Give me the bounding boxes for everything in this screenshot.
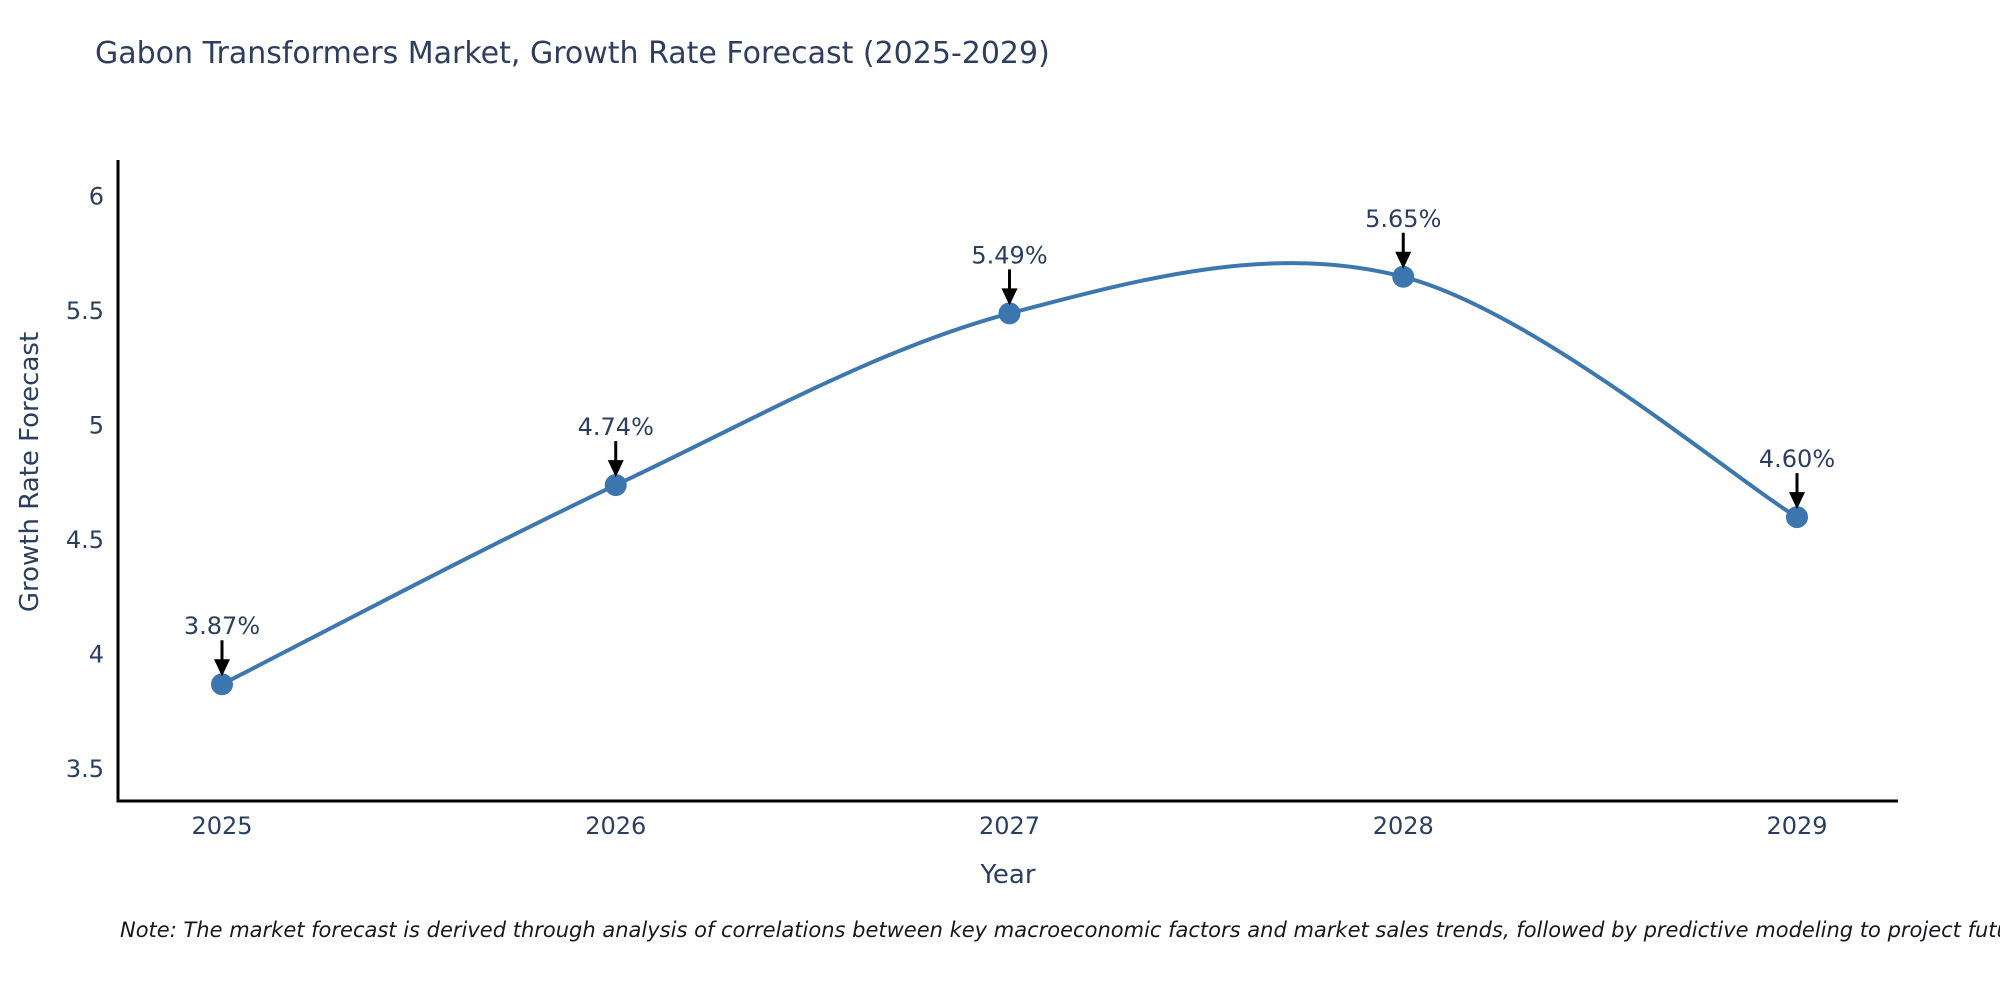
x-tick-label-2025: 2025: [191, 812, 252, 840]
x-tick-label-2029: 2029: [1766, 812, 1827, 840]
point-label-2027: 5.49%: [971, 241, 1047, 269]
y-tick-label-3.5: 3.5: [66, 755, 104, 783]
annotation-arrowhead-2028: [1395, 251, 1412, 269]
chart-footnote: Note: The market forecast is derived thr…: [120, 918, 2000, 942]
annotation-arrowhead-2027: [1001, 288, 1018, 306]
data-point-2029[interactable]: [1786, 506, 1808, 529]
y-tick-label-5: 5: [89, 412, 104, 440]
y-tick-label-4.5: 4.5: [66, 526, 104, 554]
data-point-2025[interactable]: [211, 673, 233, 696]
x-tick-label-2027: 2027: [979, 812, 1040, 840]
point-label-2028: 5.65%: [1365, 205, 1441, 233]
trend-line: [220, 261, 1799, 687]
x-tick-label-2028: 2028: [1373, 812, 1434, 840]
point-label-2026: 4.74%: [578, 413, 654, 441]
y-tick-label-4: 4: [89, 640, 104, 668]
point-label-2025: 3.87%: [184, 612, 260, 640]
data-point-2028[interactable]: [1392, 265, 1415, 288]
x-tick-label-2026: 2026: [585, 812, 646, 840]
y-tick-label-5.5: 5.5: [66, 297, 104, 325]
annotation-arrowhead-2029: [1789, 492, 1805, 510]
chart-title: Gabon Transformers Market, Growth Rate F…: [95, 36, 1050, 71]
annotation-arrowhead-2025: [214, 659, 230, 677]
y-tick-label-6: 6: [89, 183, 104, 211]
data-point-2026[interactable]: [604, 474, 627, 497]
point-label-2029: 4.60%: [1759, 445, 1835, 473]
annotation-arrowhead-2026: [607, 460, 624, 478]
x-axis-title: Year: [980, 860, 1036, 890]
data-point-2027[interactable]: [998, 302, 1021, 325]
